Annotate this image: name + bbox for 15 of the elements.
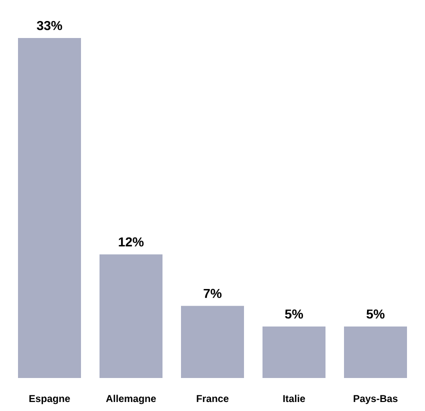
data-label: 33%	[36, 20, 62, 30]
bar	[344, 326, 408, 378]
data-label: 5%	[366, 309, 385, 319]
x-tick-label: Allemagne	[106, 394, 156, 404]
x-tick-label: Pays-Bas	[354, 395, 398, 404]
x-tick-label: France	[196, 395, 228, 402]
bar	[181, 306, 244, 378]
data-label: 7%	[204, 288, 222, 298]
x-tick-label: Italie	[283, 394, 306, 402]
bar	[100, 254, 162, 378]
bar	[262, 326, 326, 378]
data-label: 5%	[285, 309, 304, 319]
bar	[18, 38, 81, 378]
data-label: 12%	[118, 237, 144, 246]
x-tick-label: Espagne	[29, 395, 70, 404]
